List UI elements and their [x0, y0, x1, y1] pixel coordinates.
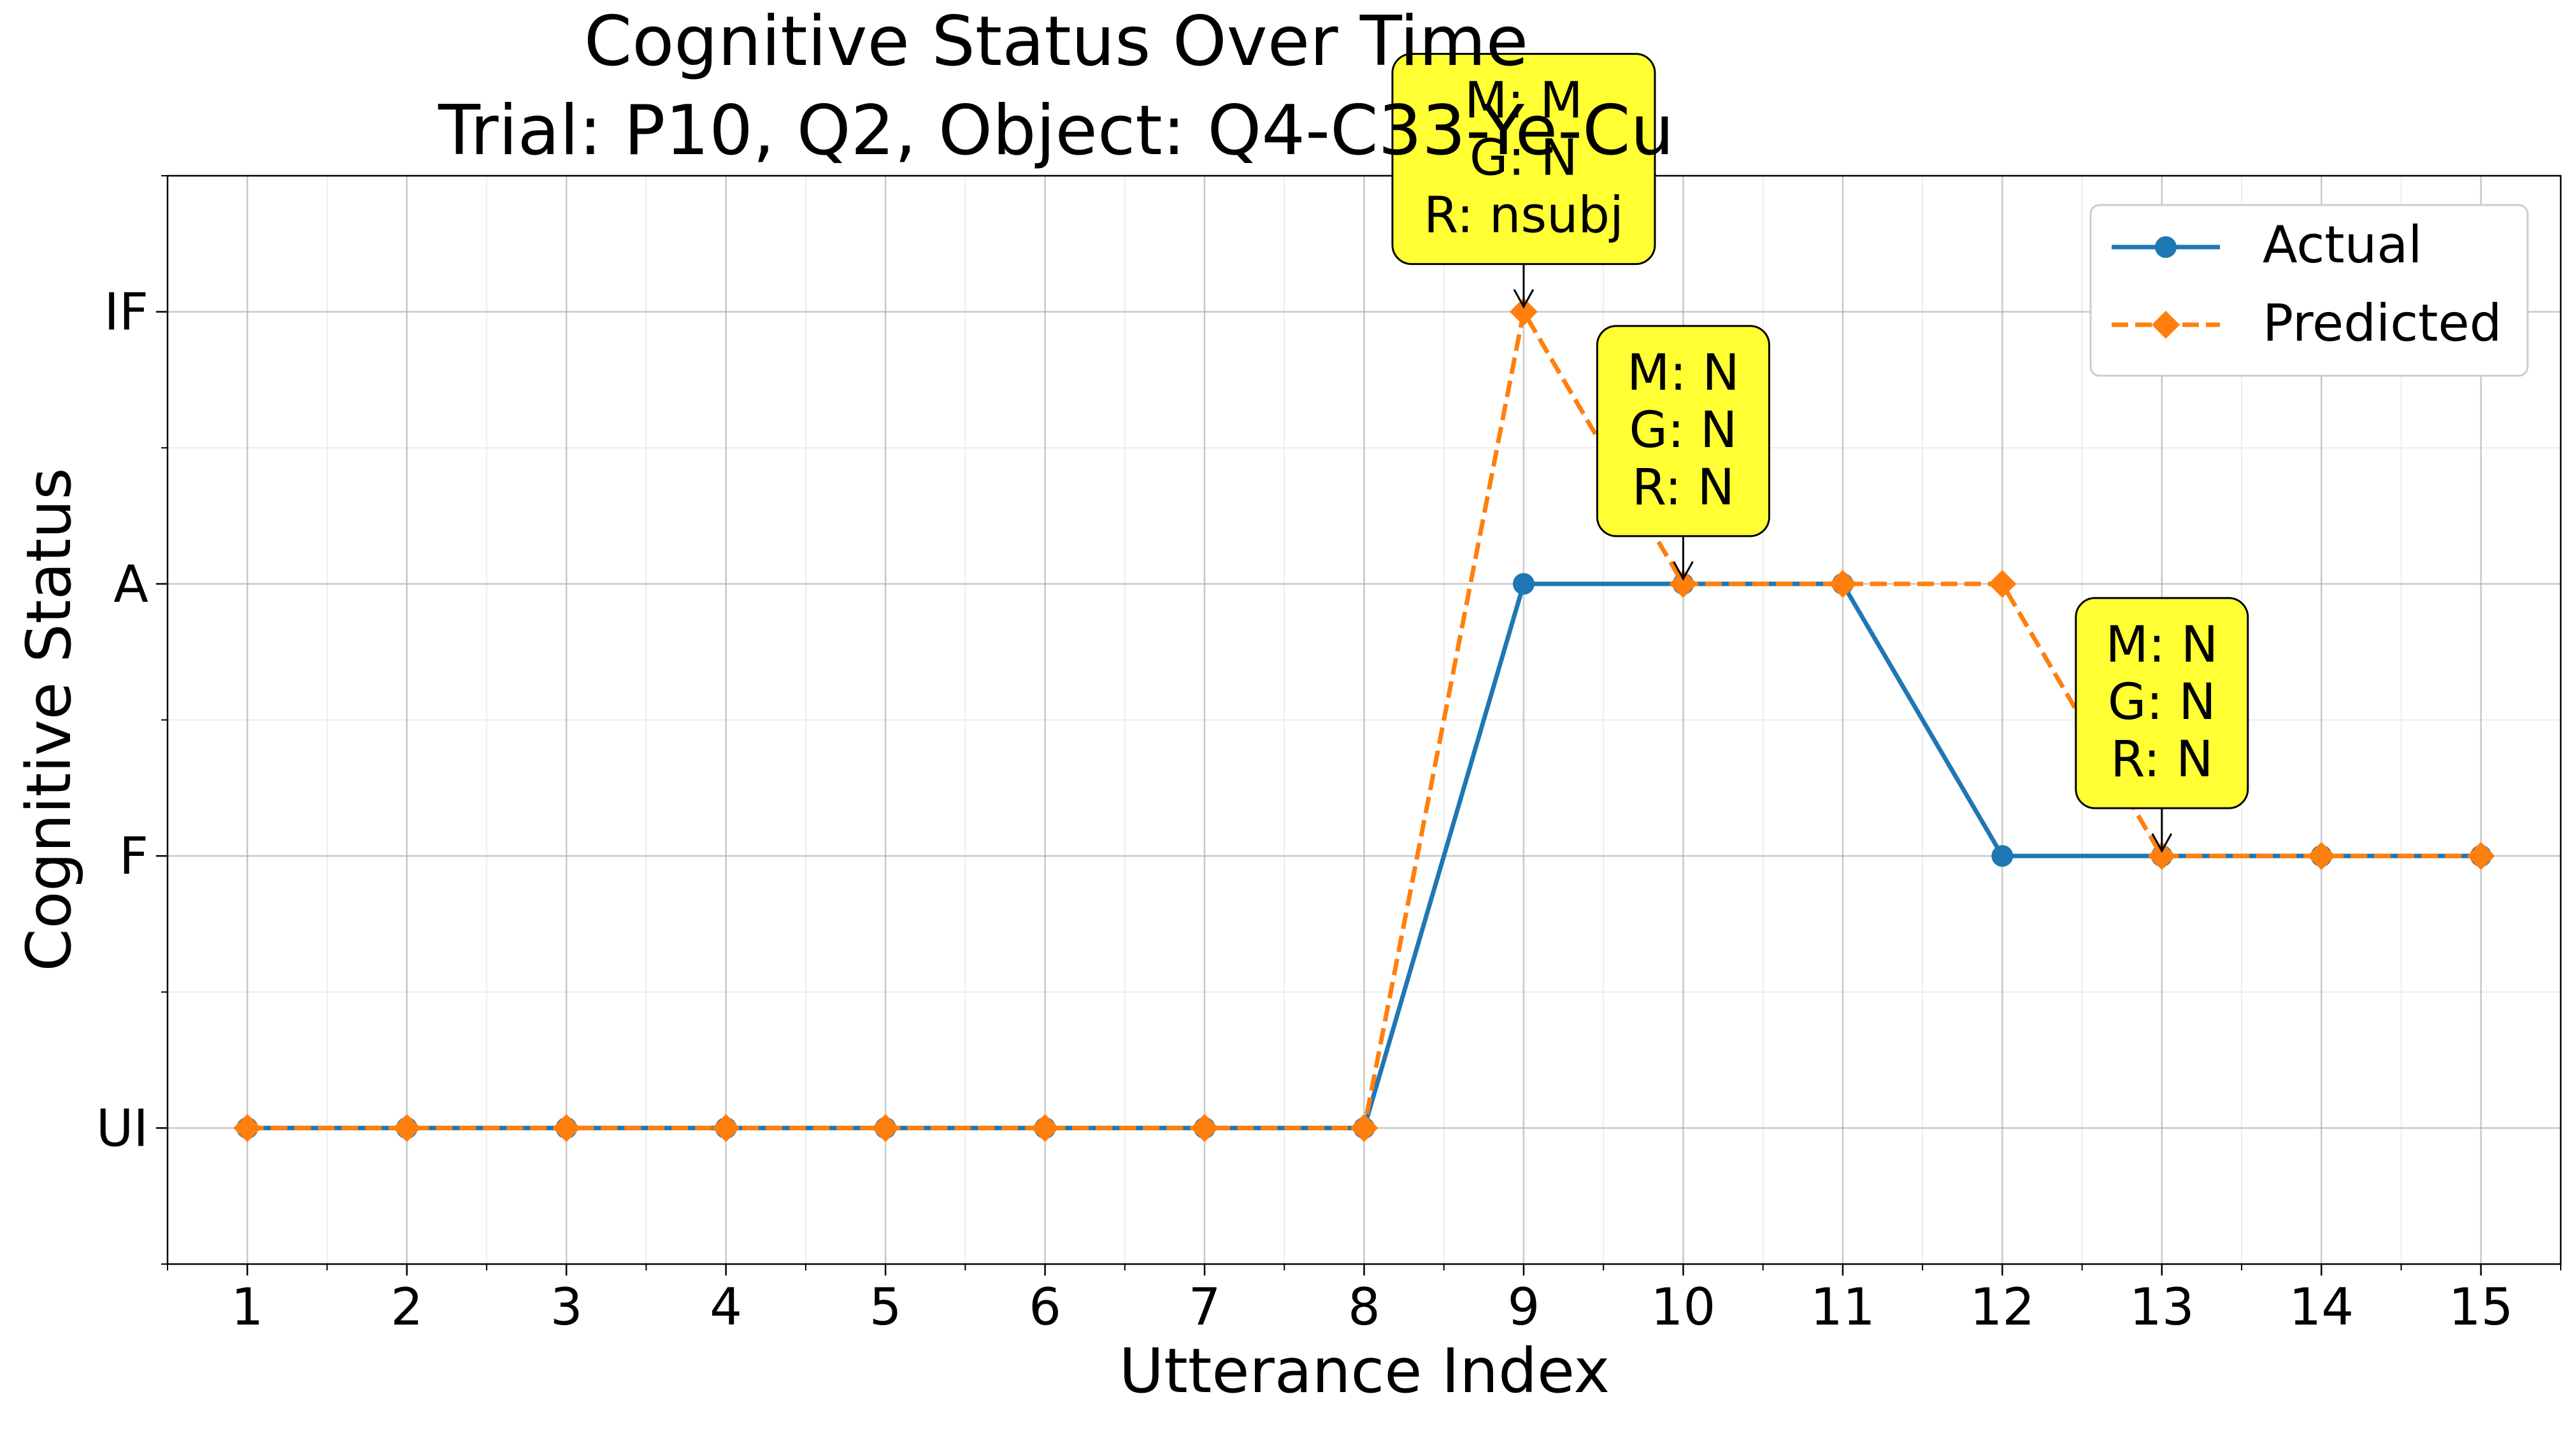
- data-point-predicted: [712, 1114, 740, 1142]
- annotation-callout: M: MG: NR: nsubj: [1391, 53, 1656, 309]
- y-tick-label: IF: [104, 283, 148, 342]
- x-tick-label: 5: [869, 1277, 902, 1337]
- annotation-callout: M: NG: NR: N: [2075, 597, 2249, 853]
- data-point-predicted: [1031, 1114, 1059, 1142]
- x-tick-label: 2: [390, 1277, 423, 1337]
- data-point-predicted: [1988, 569, 2017, 598]
- annotation-arrowhead: [2151, 833, 2173, 853]
- annotation-text: M: M: [1464, 73, 1583, 130]
- legend-label-predicted: Predicted: [2263, 294, 2502, 353]
- x-axis-label: Utterance Index: [1119, 1335, 1610, 1407]
- data-point-predicted: [1669, 569, 1698, 598]
- x-tick-label: 7: [1189, 1277, 1221, 1337]
- data-point-predicted: [2307, 842, 2336, 871]
- x-tick-label: 11: [1810, 1277, 1875, 1337]
- x-tick-label: 9: [1508, 1277, 1540, 1337]
- x-tick-label: 3: [550, 1277, 583, 1337]
- annotation-text: G: N: [1470, 130, 1578, 187]
- data-point-actual: [1991, 845, 2014, 867]
- legend-label-actual: Actual: [2263, 215, 2422, 274]
- x-tick-label: 14: [2289, 1277, 2354, 1337]
- data-point-predicted: [233, 1114, 262, 1142]
- data-point-predicted: [2466, 842, 2495, 871]
- x-tick-label: 12: [1970, 1277, 2035, 1337]
- x-tick-label: 15: [2449, 1277, 2514, 1337]
- annotation-text: R: N: [1632, 459, 1735, 516]
- annotation-text: G: N: [2108, 674, 2216, 731]
- annotation-text: M: N: [1627, 345, 1740, 402]
- x-tick-label: 8: [1348, 1277, 1380, 1337]
- data-point-predicted: [1350, 1114, 1378, 1142]
- legend: Actual Predicted: [2089, 204, 2529, 377]
- y-tick-label: A: [113, 555, 148, 614]
- x-tick-label: 10: [1651, 1277, 1716, 1337]
- annotation-box: [2075, 597, 2249, 809]
- annotation-box: [1391, 53, 1656, 266]
- y-tick-label: F: [119, 827, 148, 886]
- data-point-predicted: [392, 1114, 421, 1142]
- annotation-text: R: nsubj: [1424, 187, 1624, 245]
- annotation-text: R: N: [2110, 731, 2213, 788]
- annotation-arrowhead: [1513, 288, 1535, 309]
- legend-marker-predicted: [2152, 311, 2180, 339]
- annotation-text: M: N: [2105, 616, 2218, 674]
- legend-marker-actual: [2155, 236, 2177, 258]
- data-point-predicted: [1191, 1114, 1219, 1142]
- y-tick-label: UI: [96, 1098, 148, 1158]
- data-point-predicted: [1509, 297, 1538, 326]
- legend-item-actual: Actual: [2112, 215, 2422, 274]
- annotation-callout: M: NG: NR: N: [1596, 325, 1770, 581]
- data-point-predicted: [871, 1114, 900, 1142]
- data-point-predicted: [552, 1114, 581, 1142]
- data-point-predicted: [1828, 569, 1857, 598]
- chart-subtitle: Trial: P10, Q2, Object: Q4-C33-Ye-Cu: [438, 91, 1674, 171]
- x-tick-label: 4: [710, 1277, 742, 1337]
- annotation-text: G: N: [1629, 402, 1737, 459]
- data-point-actual: [1512, 572, 1535, 595]
- y-axis-label: Cognitive Status: [13, 468, 85, 972]
- legend-item-predicted: Predicted: [2112, 294, 2502, 353]
- annotation-arrowhead: [1673, 561, 1694, 581]
- data-point-predicted: [2147, 842, 2176, 871]
- x-tick-label: 1: [231, 1277, 264, 1337]
- annotation-box: [1596, 325, 1770, 537]
- x-tick-label: 13: [2129, 1277, 2194, 1337]
- x-tick-label: 6: [1029, 1277, 1061, 1337]
- chart-title: Cognitive Status Over Time: [584, 2, 1528, 82]
